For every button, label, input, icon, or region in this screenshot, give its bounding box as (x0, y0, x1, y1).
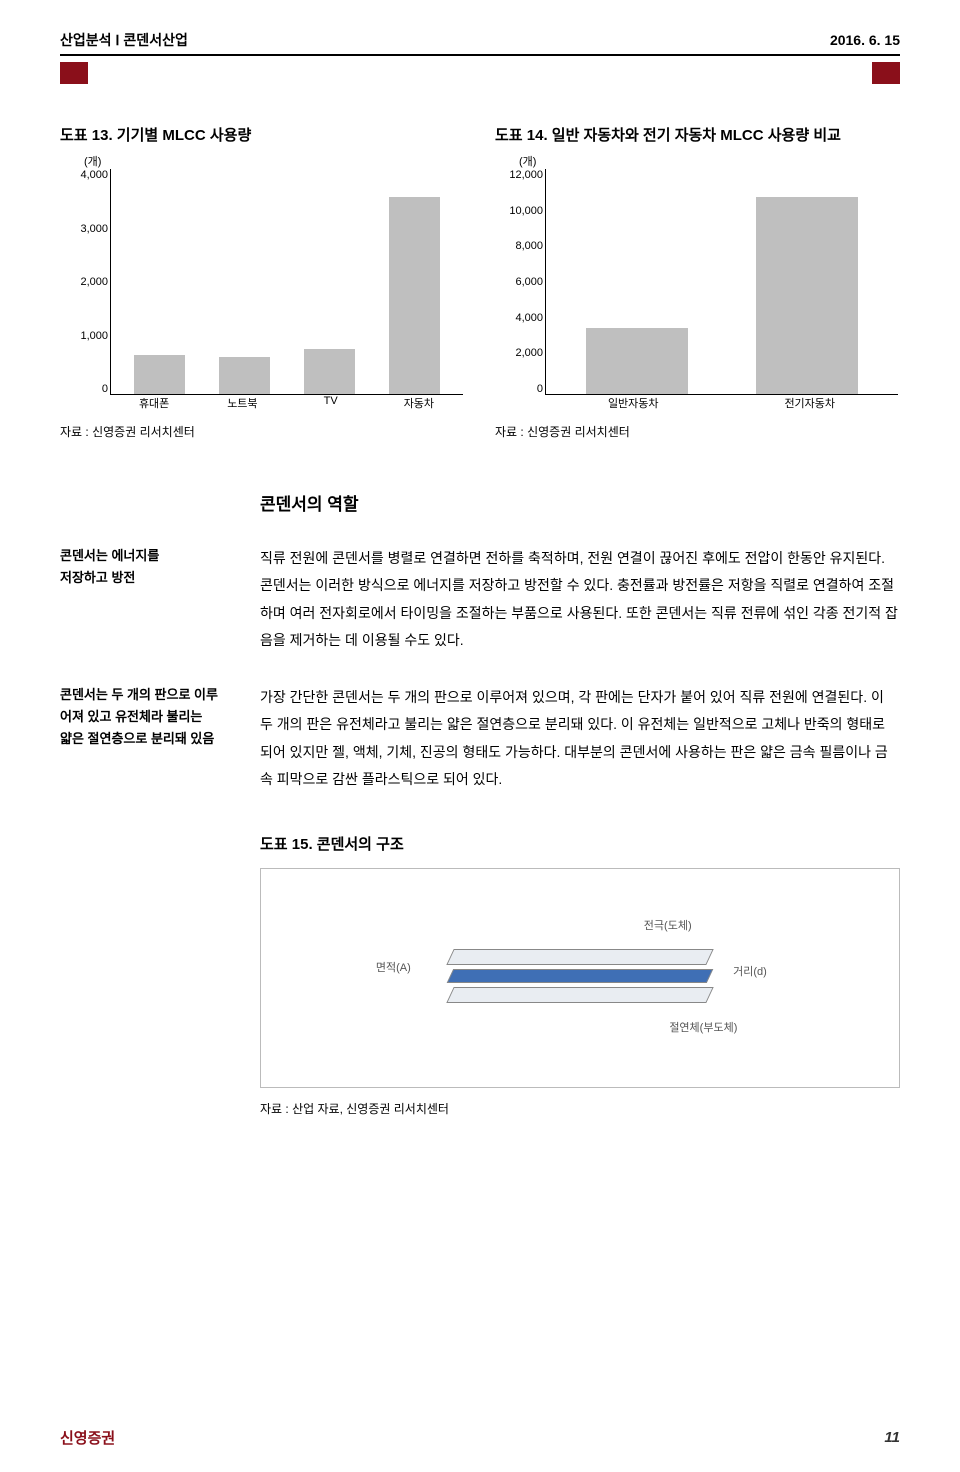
section-title: 콘덴서의 역할 (60, 490, 900, 515)
charts-row: 도표 13. 기기별 MLCC 사용량 (개) 4,000 3,000 2,00… (60, 124, 900, 440)
chart-plot (545, 169, 898, 395)
accent-left (60, 62, 88, 84)
chart-source: 자료 : 신영증권 리서치센터 (495, 423, 900, 440)
breadcrumb: 산업분석 Ⅰ 콘덴서산업 2016. 6. 15 (60, 30, 900, 50)
chart-area: (개) 4,000 3,000 2,000 1,000 0 휴대폰 노트북 TV… (60, 155, 465, 415)
bar (586, 328, 688, 394)
body-text: 직류 전원에 콘덴서를 병렬로 연결하면 전하를 축적하며, 전원 연결이 끊어… (260, 545, 900, 654)
bar-slot (372, 169, 457, 394)
chart-mlcc-by-device: 도표 13. 기기별 MLCC 사용량 (개) 4,000 3,000 2,00… (60, 124, 465, 440)
margin-note: 콘덴서는 두 개의 판으로 이루어져 있고 유전체라 불리는얇은 절연층으로 분… (60, 684, 260, 793)
bar-slot (722, 169, 892, 394)
x-tick: 일반자동차 (545, 395, 722, 415)
accent-row (60, 62, 900, 84)
label-electrode: 전극(도체) (644, 917, 692, 933)
y-tick: 4,000 (515, 312, 543, 324)
y-tick: 8,000 (515, 240, 543, 252)
header-left: 산업분석 Ⅰ 콘덴서산업 (60, 30, 188, 50)
bar (756, 197, 858, 394)
x-axis: 휴대폰 노트북 TV 자동차 (110, 395, 463, 415)
label-area: 면적(A) (376, 959, 411, 975)
x-tick: 노트북 (198, 395, 286, 415)
bar (134, 355, 185, 394)
header-rule (60, 54, 900, 56)
x-tick: 자동차 (375, 395, 463, 415)
figure-source: 자료 : 산업 자료, 신영증권 리서치센터 (260, 1100, 900, 1117)
footer-brand: 신영증권 (60, 1427, 115, 1448)
chart-mlcc-car-compare: 도표 14. 일반 자동차와 전기 자동차 MLCC 사용량 비교 (개) 12… (495, 124, 900, 440)
accent-right (872, 62, 900, 84)
bar (389, 197, 440, 394)
bar (219, 357, 270, 394)
y-axis: 4,000 3,000 2,000 1,000 0 (60, 155, 108, 395)
label-distance: 거리(d) (733, 963, 767, 979)
bar-slot (202, 169, 287, 394)
header-date: 2016. 6. 15 (830, 32, 900, 48)
dielectric-layer (447, 969, 714, 983)
y-tick: 1,000 (80, 330, 108, 342)
y-tick: 0 (102, 383, 108, 395)
paragraph-block: 콘덴서는 에너지를저장하고 방전 직류 전원에 콘덴서를 병렬로 연결하면 전하… (60, 545, 900, 654)
margin-note: 콘덴서는 에너지를저장하고 방전 (60, 545, 260, 654)
x-tick: TV (287, 395, 375, 415)
bar-slot (552, 169, 722, 394)
chart-plot (110, 169, 463, 395)
electrode-plate (446, 987, 713, 1003)
figure-capacitor-structure: 전극(도체) 면적(A) 거리(d) 절연체(부도체) (260, 868, 900, 1088)
y-axis: 12,000 10,000 8,000 6,000 4,000 2,000 0 (495, 155, 543, 395)
y-tick: 12,000 (509, 169, 543, 181)
y-tick: 10,000 (509, 205, 543, 217)
y-tick: 2,000 (515, 347, 543, 359)
x-tick: 전기자동차 (722, 395, 899, 415)
y-tick: 2,000 (80, 276, 108, 288)
y-tick: 0 (537, 383, 543, 395)
bar-slot (287, 169, 372, 394)
chart-area: (개) 12,000 10,000 8,000 6,000 4,000 2,00… (495, 155, 900, 415)
bar (304, 349, 355, 394)
x-tick: 휴대폰 (110, 395, 198, 415)
figure-title: 도표 15. 콘덴서의 구조 (60, 833, 900, 854)
body-text: 가장 간단한 콘덴서는 두 개의 판으로 이루어져 있으며, 각 판에는 단자가… (260, 684, 900, 793)
chart-title: 도표 13. 기기별 MLCC 사용량 (60, 124, 465, 145)
chart-title: 도표 14. 일반 자동차와 전기 자동차 MLCC 사용량 비교 (495, 124, 900, 145)
label-insulator: 절연체(부도체) (669, 1019, 737, 1035)
y-tick: 6,000 (515, 276, 543, 288)
y-tick: 3,000 (80, 223, 108, 235)
chart-source: 자료 : 신영증권 리서치센터 (60, 423, 465, 440)
page-number: 11 (884, 1429, 900, 1446)
bar-slot (117, 169, 202, 394)
page-footer: 신영증권 11 (60, 1427, 900, 1448)
electrode-plate (446, 949, 713, 965)
paragraph-block: 콘덴서는 두 개의 판으로 이루어져 있고 유전체라 불리는얇은 절연층으로 분… (60, 684, 900, 793)
y-tick: 4,000 (80, 169, 108, 181)
x-axis: 일반자동차 전기자동차 (545, 395, 898, 415)
